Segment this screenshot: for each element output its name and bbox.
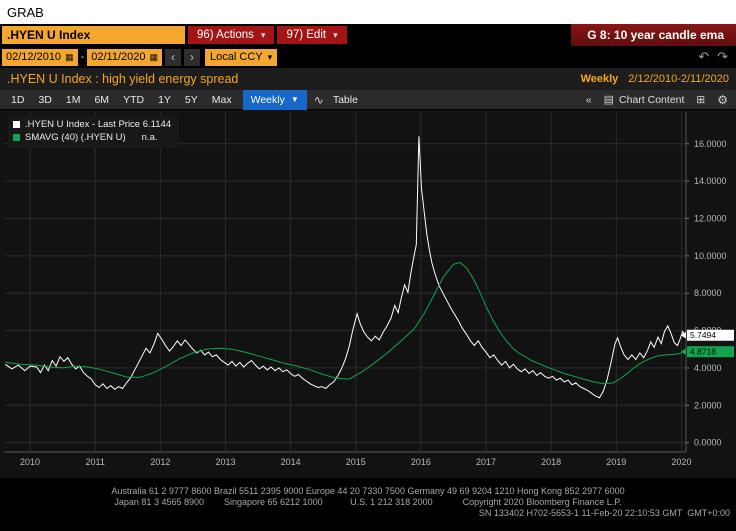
legend-series2-label: SMAVG (40) (.HYEN U) (25, 132, 126, 143)
end-date-value: 02/11/2020 (91, 51, 146, 63)
redo-icon[interactable]: ↷ (717, 49, 728, 64)
toolbar-right-group: « ▤ Chart Content ⊞ ⚙ (586, 93, 736, 107)
gear-icon[interactable]: ⚙ (717, 92, 728, 107)
period-tab-6m[interactable]: 6M (94, 93, 110, 106)
chart-content-button[interactable]: ▤ Chart Content (603, 93, 685, 107)
chart-content-label: Chart Content (619, 93, 685, 106)
next-button[interactable]: › (184, 48, 201, 66)
svg-text:2013: 2013 (215, 457, 235, 467)
panels-icon[interactable]: ⊞ (696, 93, 706, 106)
period-tab-max[interactable]: Max (211, 93, 232, 106)
svg-text:4.0000: 4.0000 (694, 363, 722, 373)
chart-title-bar: .HYEN U Index : high yield energy spread… (0, 68, 736, 90)
table-button[interactable]: Table (332, 93, 358, 106)
edit-label: 97) Edit (286, 29, 327, 41)
date-range-bar: 02/12/2010 ▦ - 02/11/2020 ▦ ‹ › Local CC… (0, 46, 736, 68)
svg-text:10.0000: 10.0000 (694, 251, 727, 261)
legend-series1-label: .HYEN U Index - Last Price (25, 119, 141, 130)
svg-text:2019: 2019 (606, 457, 626, 467)
svg-text:16.0000: 16.0000 (694, 139, 727, 149)
svg-text:0.0000: 0.0000 (694, 438, 722, 448)
footer-contact-line-1: Australia 61 2 9777 8600 Brazil 5511 239… (111, 486, 625, 496)
svg-text:2.0000: 2.0000 (694, 400, 722, 410)
svg-text:2018: 2018 (541, 457, 561, 467)
chevron-down-icon: ▾ (333, 29, 338, 40)
svg-text:12.0000: 12.0000 (694, 213, 727, 223)
legend-item-smavg[interactable]: SMAVG (40) (.HYEN U) n.a. (13, 131, 171, 144)
function-title: G 8: 10 year candle ema (571, 24, 736, 46)
price-chart[interactable]: 0.00002.00004.00006.00008.000010.000012.… (0, 110, 736, 478)
frequency-label: Weekly (250, 93, 285, 106)
range-summary: Weekly 2/12/2010-2/11/2020 (581, 73, 729, 85)
chart-legend: .HYEN U Index - Last Price 6.1144 SMAVG … (8, 115, 180, 148)
collapse-panel-icon[interactable]: « (585, 93, 592, 106)
period-tab-ytd[interactable]: YTD (123, 93, 145, 106)
svg-text:2017: 2017 (476, 457, 496, 467)
chart-toolbar: 1D 3D 1M 6M YTD 1Y 5Y Max Weekly ▼ ∿ Tab… (0, 89, 736, 110)
security-bar: .HYEN U Index 96) Actions ▾ 97) Edit ▾ G… (0, 24, 736, 46)
start-date-value: 02/12/2010 (6, 51, 62, 63)
series-swatch-green (13, 134, 20, 141)
svg-text:2015: 2015 (346, 457, 366, 467)
calendar-icon: ▦ (65, 51, 74, 62)
prev-button[interactable]: ‹ (165, 48, 182, 66)
legend-item-last-price[interactable]: .HYEN U Index - Last Price 6.1144 (13, 118, 171, 131)
period-tab-5y[interactable]: 5Y (184, 93, 198, 106)
date-range-label: 2/12/2010-2/11/2020 (628, 73, 729, 85)
periodicity-label: Weekly (580, 73, 619, 85)
series-swatch-white (13, 121, 20, 128)
grab-bar: GRAB (0, 0, 736, 24)
undo-icon[interactable]: ↶ (698, 49, 710, 64)
legend-series1-value: 6.1144 (142, 119, 172, 130)
end-date-field[interactable]: 02/11/2020 ▦ (87, 48, 163, 66)
period-tab-1m[interactable]: 1M (65, 93, 81, 106)
frequency-dropdown[interactable]: Weekly ▼ (242, 89, 307, 110)
chart-area: 0.00002.00004.00006.00008.000010.000012.… (0, 110, 736, 478)
actions-label: 96) Actions (197, 29, 254, 41)
svg-text:2011: 2011 (86, 457, 105, 467)
grab-label: GRAB (7, 4, 44, 20)
currency-value: Local CCY (210, 51, 263, 63)
chart-title: .HYEN U Index : high yield energy spread (7, 72, 239, 86)
actions-button[interactable]: 96) Actions ▾ (188, 26, 275, 44)
chevron-down-icon: ▾ (260, 29, 266, 40)
edit-button[interactable]: 97) Edit ▾ (277, 26, 347, 44)
legend-series2-value: n.a. (141, 132, 158, 143)
period-tab-1d[interactable]: 1D (11, 93, 25, 106)
svg-text:2020: 2020 (671, 457, 691, 467)
terminal-footer: Australia 61 2 9777 8600 Brazil 5511 239… (0, 478, 736, 531)
svg-text:2010: 2010 (20, 457, 40, 467)
svg-text:8.0000: 8.0000 (694, 288, 722, 298)
svg-text:5.7494: 5.7494 (690, 330, 716, 340)
footer-contact-line-2: Japan 81 3 4565 8900 Singapore 65 6212 1… (114, 497, 622, 507)
svg-text:14.0000: 14.0000 (694, 176, 727, 186)
period-tab-3d[interactable]: 3D (38, 93, 52, 106)
svg-text:2012: 2012 (150, 457, 170, 467)
chart-content-icon: ▤ (603, 94, 615, 106)
ticker-field[interactable]: .HYEN U Index (2, 26, 185, 44)
calendar-icon: ▦ (149, 51, 159, 62)
svg-text:2016: 2016 (411, 457, 431, 467)
svg-text:2014: 2014 (281, 457, 301, 467)
currency-dropdown[interactable]: Local CCY ▾ (205, 48, 278, 66)
footer-session-line: SN 133402 H702-5653-1 11-Feb-20 22:10:53… (478, 508, 730, 518)
start-date-field[interactable]: 02/12/2010 ▦ (2, 48, 78, 66)
line-chart-icon[interactable]: ∿ (313, 92, 324, 107)
date-separator: - (80, 51, 85, 63)
chevron-down-icon: ▼ (290, 95, 299, 104)
svg-text:4.8718: 4.8718 (690, 347, 716, 357)
chevron-down-icon: ▾ (267, 51, 273, 62)
period-tab-1y[interactable]: 1Y (158, 93, 171, 106)
